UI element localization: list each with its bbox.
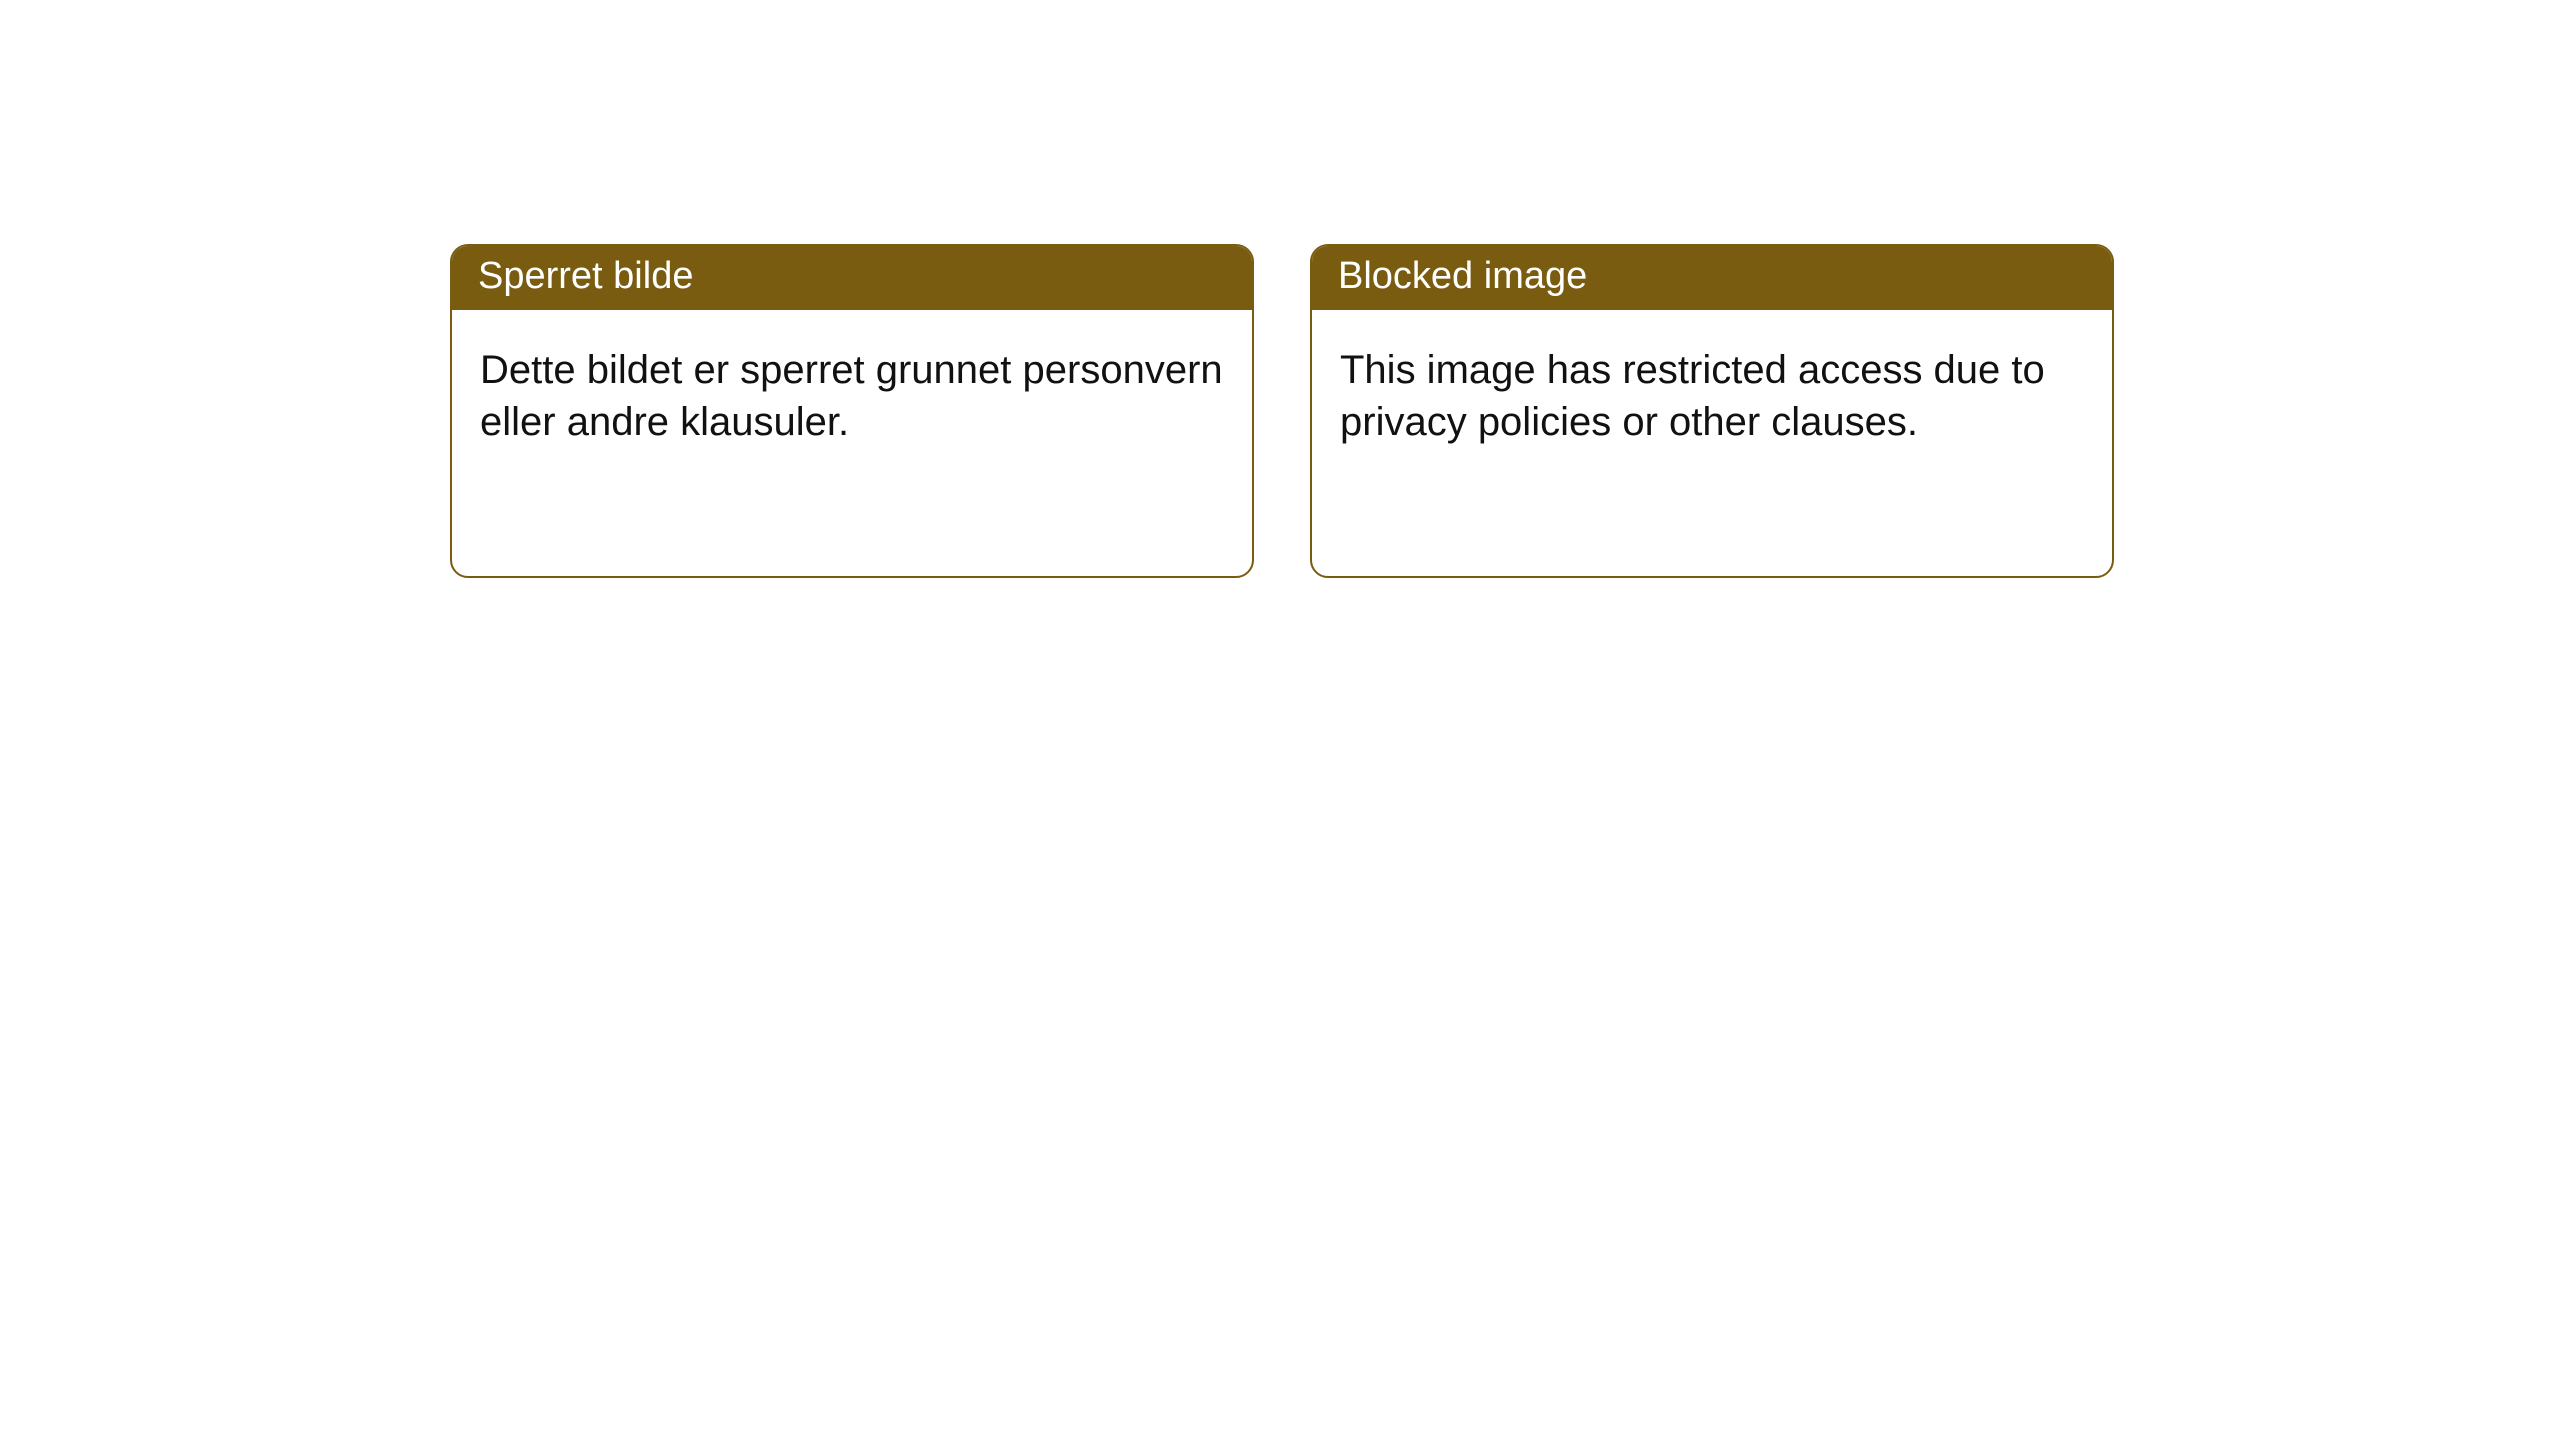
notice-header: Blocked image [1312,246,2112,310]
notice-container: Sperret bilde Dette bildet er sperret gr… [0,0,2560,578]
notice-body: Dette bildet er sperret grunnet personve… [452,310,1252,484]
notice-header: Sperret bilde [452,246,1252,310]
notice-body: This image has restricted access due to … [1312,310,2112,484]
notice-card-norwegian: Sperret bilde Dette bildet er sperret gr… [450,244,1254,578]
notice-card-english: Blocked image This image has restricted … [1310,244,2114,578]
